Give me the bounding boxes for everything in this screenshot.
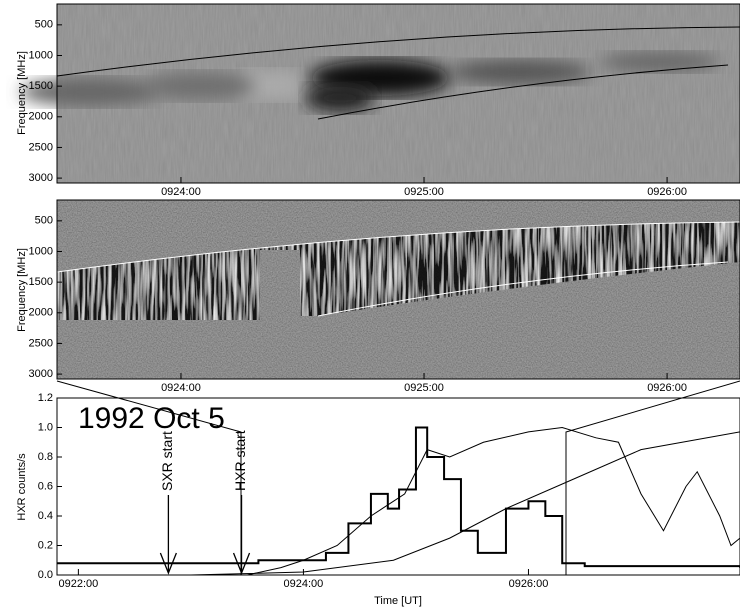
- y-tick-label: 500: [35, 19, 53, 31]
- x-tick-label: 0925:00: [404, 382, 444, 394]
- y-axis-label: HXR counts/s: [16, 453, 28, 521]
- y-axis-label: Frequency [MHz]: [16, 51, 28, 135]
- y-tick-label: 3000: [29, 368, 53, 380]
- y-tick-label: 1500: [29, 80, 53, 92]
- annotation-arrow: [232, 495, 251, 575]
- x-tick-label: 0924:00: [284, 578, 324, 590]
- y-tick-label: 3000: [29, 172, 53, 184]
- annotation-text: SXR start: [159, 431, 175, 491]
- y-tick-label: 0.2: [38, 539, 53, 551]
- y-tick-label: 500: [35, 215, 53, 227]
- y-tick-label: 2500: [29, 337, 53, 349]
- y-tick-label: 1000: [29, 49, 53, 61]
- x-axis-label: Time [UT]: [374, 595, 422, 607]
- y-tick-label: 1.2: [38, 392, 53, 404]
- plot-annotation: 1992 Oct 5: [78, 402, 225, 435]
- x-tick-label: 0922:00: [58, 578, 98, 590]
- spectrogram-2: [56, 199, 740, 380]
- y-tick-label: 0.6: [38, 480, 53, 492]
- y-tick-label: 0.8: [38, 451, 53, 463]
- y-tick-label: 2000: [29, 307, 53, 319]
- series-line: [57, 426, 740, 576]
- spectrogram-1: [20, 3, 740, 184]
- x-tick-label: 0926:00: [647, 382, 687, 394]
- x-tick-label: 0924:00: [161, 186, 201, 198]
- x-tick-label: 0926:00: [647, 186, 687, 198]
- y-tick-label: 2000: [29, 111, 53, 123]
- annotation-arrow: [159, 495, 177, 575]
- x-tick-label: 0924:00: [161, 382, 201, 394]
- series-line: [190, 431, 740, 576]
- x-tick-label: 0925:00: [404, 186, 444, 198]
- series-line: [57, 426, 740, 568]
- annotation-text: HXR start: [232, 430, 248, 491]
- y-tick-label: 1500: [29, 276, 53, 288]
- y-tick-label: 0.4: [38, 510, 53, 522]
- y-tick-label: 2500: [29, 141, 53, 153]
- y-axis-label: Frequency [MHz]: [16, 248, 28, 332]
- x-tick-label: 0926:00: [509, 578, 549, 590]
- y-tick-label: 0.0: [38, 569, 53, 581]
- y-tick-label: 1.0: [38, 421, 53, 433]
- y-tick-label: 1000: [29, 245, 53, 257]
